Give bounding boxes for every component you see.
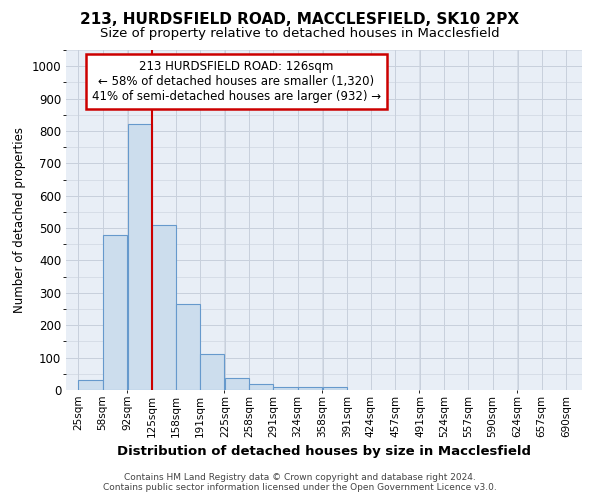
Bar [249,384,274,390]
Text: 213, HURDSFIELD ROAD, MACCLESFIELD, SK10 2PX: 213, HURDSFIELD ROAD, MACCLESFIELD, SK10… [80,12,520,28]
Bar [128,124,152,390]
Text: 213 HURDSFIELD ROAD: 126sqm
← 58% of detached houses are smaller (1,320)
41% of : 213 HURDSFIELD ROAD: 126sqm ← 58% of det… [92,60,381,103]
Y-axis label: Number of detached properties: Number of detached properties [13,127,26,313]
Text: Contains HM Land Registry data © Crown copyright and database right 2024.
Contai: Contains HM Land Registry data © Crown c… [103,473,497,492]
Bar [152,225,176,390]
Bar [323,387,347,390]
Bar [176,304,200,390]
Bar [274,387,298,390]
Bar [79,380,103,390]
Bar [225,378,249,390]
Bar [103,234,127,390]
X-axis label: Distribution of detached houses by size in Macclesfield: Distribution of detached houses by size … [117,446,531,458]
Bar [200,354,224,390]
Bar [298,387,322,390]
Text: Size of property relative to detached houses in Macclesfield: Size of property relative to detached ho… [100,28,500,40]
